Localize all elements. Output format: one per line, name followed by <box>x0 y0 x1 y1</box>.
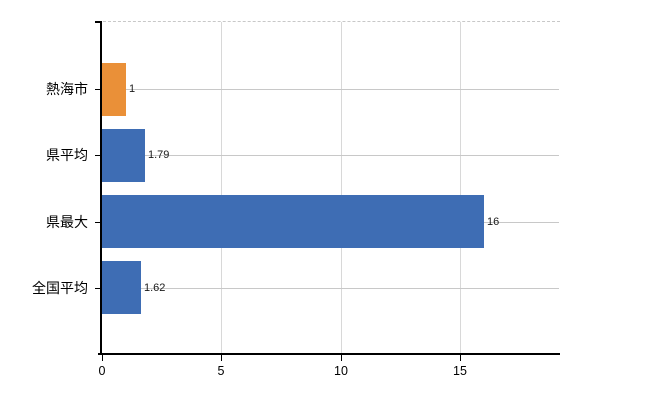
row-gridline <box>103 89 559 90</box>
row-gridline <box>103 155 559 156</box>
x-tick-label-5: 5 <box>217 364 225 378</box>
bar-県最大 <box>102 195 484 248</box>
bar-value-label: 1.62 <box>144 282 166 294</box>
bar-熱海市 <box>102 63 126 116</box>
y-axis-line <box>100 22 102 355</box>
category-label-全国平均: 全国平均 <box>32 280 88 296</box>
y-axis-tick <box>95 222 102 223</box>
bar-value-label: 1.79 <box>148 149 170 161</box>
x-axis-tick <box>341 355 342 361</box>
y-axis-top-tick <box>95 21 102 23</box>
bar-value-label: 16 <box>487 216 500 228</box>
category-label-熱海市: 熱海市 <box>46 81 88 97</box>
bar-県平均 <box>102 129 145 182</box>
bar-value-label: 1 <box>129 83 136 95</box>
x-axis-tick <box>221 355 222 361</box>
y-axis-tick <box>95 155 102 156</box>
x-tick-label-15: 15 <box>453 364 467 378</box>
x-axis-tick <box>460 355 461 361</box>
y-axis-tick <box>95 89 102 90</box>
category-label-県平均: 県平均 <box>46 147 88 163</box>
vertical-gridline-5 <box>221 22 222 355</box>
x-axis-line <box>98 353 560 355</box>
x-axis-tick <box>102 355 103 361</box>
y-axis-tick <box>95 288 102 289</box>
bar-全国平均 <box>102 261 141 314</box>
vertical-gridline-15 <box>460 22 461 355</box>
plot-top-border <box>98 21 560 22</box>
x-tick-label-10: 10 <box>334 364 348 378</box>
vertical-gridline-10 <box>341 22 342 355</box>
x-tick-label-0: 0 <box>98 364 106 378</box>
category-label-県最大: 県最大 <box>46 214 88 230</box>
row-gridline <box>103 288 559 289</box>
